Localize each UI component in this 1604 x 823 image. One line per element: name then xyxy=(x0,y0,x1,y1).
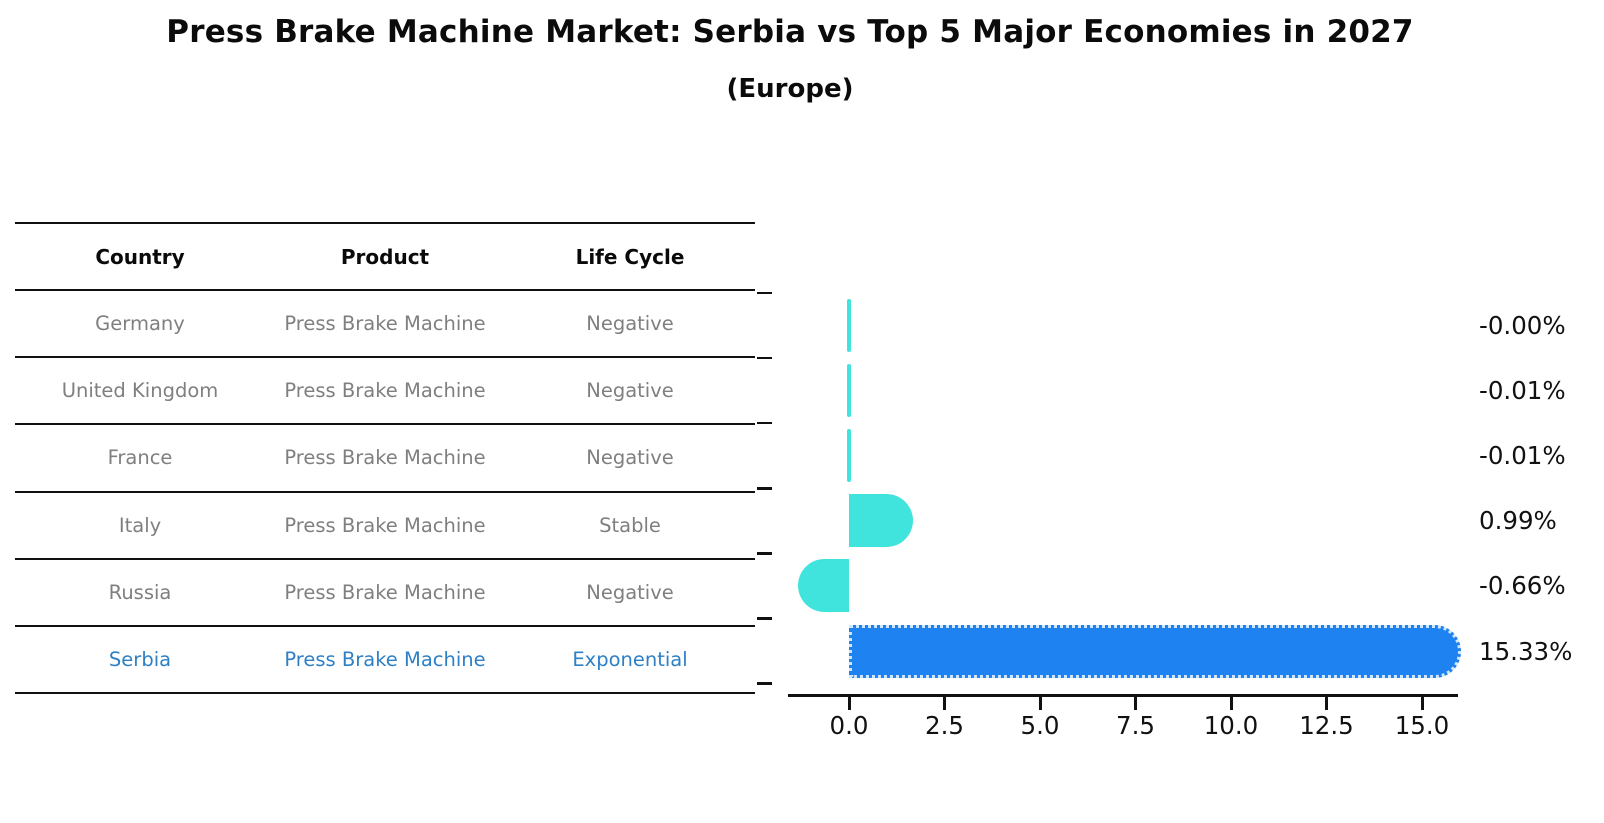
bar-value-label: -0.01% xyxy=(1479,441,1566,471)
bar-germany xyxy=(847,299,851,352)
table-cell-product: Press Brake Machine xyxy=(284,379,486,403)
table-header-country: Country xyxy=(95,244,185,269)
x-axis-tick-label: 5.0 xyxy=(1020,711,1060,740)
table-body: Germany Press Brake Machine Negative United… xyxy=(15,291,755,694)
y-axis-tick xyxy=(757,682,772,685)
y-axis-tick xyxy=(757,552,772,555)
x-axis-tick-label: 2.5 xyxy=(925,711,964,740)
table-cell-product: Press Brake Machine xyxy=(284,647,486,671)
x-axis-tick-label: 12.5 xyxy=(1299,711,1354,740)
y-axis-tick xyxy=(757,487,772,490)
table-header-product: Product xyxy=(340,244,430,269)
chart-title: Press Brake Machine Market: Serbia vs To… xyxy=(166,14,1414,50)
x-axis-tick xyxy=(1325,697,1328,710)
table-cell-life-cycle: Negative xyxy=(586,580,674,604)
table-cell-life-cycle: Negative xyxy=(586,446,674,470)
x-axis-tick-label: 7.5 xyxy=(1116,711,1155,740)
title-block: Press Brake Machine Market: Serbia vs To… xyxy=(0,0,1580,104)
table-row: Italy Press Brake Machine Stable xyxy=(15,493,755,560)
bar-russia xyxy=(797,559,849,613)
table-header-row: Country Product Life Cycle xyxy=(15,224,755,292)
table-cell-life-cycle: Exponential xyxy=(572,647,688,671)
x-axis-tick xyxy=(943,697,946,710)
table-cell-product: Press Brake Machine xyxy=(284,446,486,470)
table-cell-country: Germany xyxy=(95,312,185,336)
table-cell-product: Press Brake Machine xyxy=(284,513,486,537)
bar-value-label: 0.99% xyxy=(1479,506,1557,536)
bar-value-label: -0.01% xyxy=(1479,376,1566,406)
table-row: Russia Press Brake Machine Negative xyxy=(15,560,755,627)
table-row: France Press Brake Machine Negative xyxy=(15,425,755,493)
bar-italy xyxy=(849,494,913,548)
x-axis-tick xyxy=(1038,697,1042,710)
bar-highlight-serbia xyxy=(849,624,1461,678)
x-axis-tick-label: 15.0 xyxy=(1394,711,1450,740)
table-row: United Kingdom Press Brake Machine Negativ… xyxy=(15,358,755,426)
x-axis-tick xyxy=(1420,697,1424,710)
table-row: Serbia Press Brake Machine Exponential xyxy=(15,627,755,694)
bar-value-label: -0.00% xyxy=(1479,311,1566,340)
table-cell-country: France xyxy=(107,446,173,470)
table-row: Germany Press Brake Machine Negative xyxy=(15,291,755,359)
table-cell-country: United Kingdom xyxy=(61,379,219,403)
bar-france xyxy=(847,429,851,483)
x-axis-tick xyxy=(1229,697,1233,710)
y-axis-tick xyxy=(757,421,772,425)
table-cell-life-cycle: Negative xyxy=(586,379,674,403)
table-cell-country: Italy xyxy=(118,513,162,537)
table-header-life-cycle: Life Cycle xyxy=(575,244,685,269)
y-axis-tick xyxy=(757,617,772,620)
table-cell-life-cycle: Negative xyxy=(586,312,674,336)
table-cell-life-cycle: Stable xyxy=(599,513,661,537)
table-cell-product: Press Brake Machine xyxy=(284,580,486,604)
x-axis-tick xyxy=(1134,697,1137,710)
table-cell-country: Serbia xyxy=(108,647,172,671)
bar-value-label: 15.33% xyxy=(1479,636,1573,666)
country-table: Country Product Life Cycle Germany Press … xyxy=(15,222,755,694)
bar-value-label: -0.66% xyxy=(1479,571,1566,601)
y-axis-tick xyxy=(757,291,772,295)
bar-united-kingdom xyxy=(847,364,851,418)
x-axis-tick xyxy=(847,697,851,710)
table-cell-product: Press Brake Machine xyxy=(284,312,486,336)
chart-subtitle: (Europe) xyxy=(726,74,854,104)
x-axis-tick-label: 0.0 xyxy=(829,711,869,740)
x-axis-line xyxy=(788,694,1458,697)
x-axis-tick-label: 10.0 xyxy=(1203,711,1259,740)
table-cell-country: Russia xyxy=(108,580,172,604)
y-axis-tick xyxy=(757,356,772,360)
